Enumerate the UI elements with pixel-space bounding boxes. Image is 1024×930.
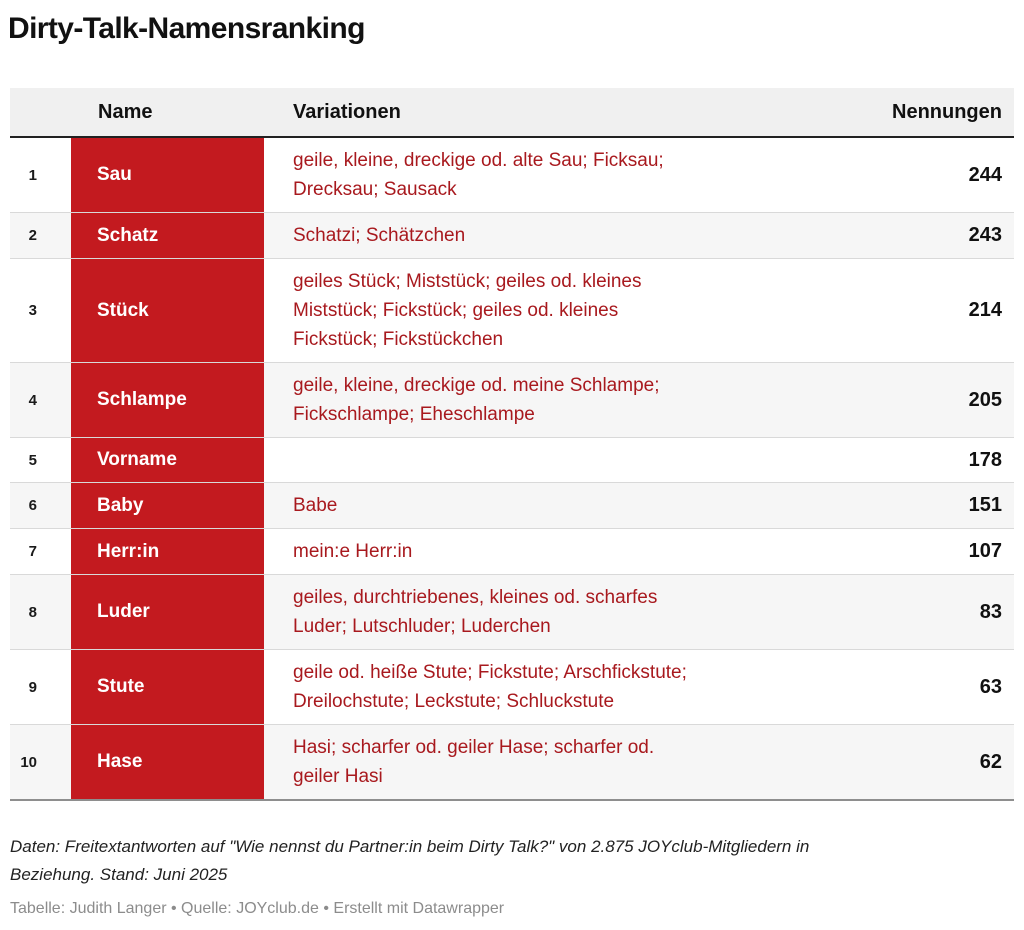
name-cell: Vorname bbox=[71, 438, 264, 482]
rank-cell: 8 bbox=[28, 603, 37, 621]
column-header-variations: Variationen bbox=[293, 100, 401, 123]
variations-cell: geiles Stück; Miststück; geiles od. klei… bbox=[293, 271, 642, 350]
table-row: 1 Sau geile, kleine, dreckige od. alte S… bbox=[10, 138, 1014, 212]
rank-cell: 2 bbox=[28, 227, 37, 244]
rank-cell: 7 bbox=[28, 543, 37, 560]
variations-cell: geile od. heiße Stute; Fickstute; Arschf… bbox=[293, 662, 687, 712]
column-header-mentions: Nennungen bbox=[892, 100, 1002, 123]
rank-cell: 3 bbox=[28, 302, 37, 319]
mentions-cell: 244 bbox=[968, 163, 1002, 186]
name-cell: Herr:in bbox=[71, 529, 264, 574]
variations-cell: Babe bbox=[293, 495, 338, 516]
mentions-cell: 62 bbox=[979, 750, 1002, 773]
variations-cell bbox=[264, 438, 864, 482]
name-cell: Stück bbox=[71, 259, 264, 362]
name-cell: Schlampe bbox=[71, 363, 264, 437]
mentions-cell: 107 bbox=[968, 540, 1002, 562]
data-source-note: Daten: Freitextantworten auf "Wie nennst… bbox=[10, 837, 810, 884]
rank-cell: 9 bbox=[28, 678, 37, 696]
table-header-row: Name Variationen Nennungen bbox=[10, 88, 1014, 138]
name-cell: Schatz bbox=[71, 213, 264, 258]
mentions-cell: 151 bbox=[968, 494, 1002, 516]
variations-cell: geiles, durchtriebenes, kleines od. scha… bbox=[293, 587, 658, 637]
rank-cell: 4 bbox=[28, 391, 37, 409]
table-row: 4 Schlampe geile, kleine, dreckige od. m… bbox=[10, 362, 1014, 437]
rank-cell: 6 bbox=[28, 497, 37, 514]
name-cell: Hase bbox=[71, 725, 264, 799]
variations-cell: Hasi; scharfer od. geiler Hase; scharfer… bbox=[293, 737, 655, 787]
table-row: 6 Baby Babe 151 bbox=[10, 482, 1014, 528]
mentions-cell: 205 bbox=[968, 388, 1002, 411]
mentions-cell: 243 bbox=[968, 224, 1002, 246]
mentions-cell: 83 bbox=[979, 600, 1002, 623]
name-cell: Sau bbox=[71, 138, 264, 212]
table-body: 1 Sau geile, kleine, dreckige od. alte S… bbox=[10, 138, 1014, 799]
ranking-table: Name Variationen Nennungen 1 Sau geile, … bbox=[10, 88, 1014, 801]
table-row: 8 Luder geiles, durchtriebenes, kleines … bbox=[10, 574, 1014, 649]
table-row: 10 Hase Hasi; scharfer od. geiler Hase; … bbox=[10, 724, 1014, 799]
name-cell: Luder bbox=[71, 575, 264, 649]
rank-cell: 10 bbox=[20, 753, 37, 771]
mentions-cell: 178 bbox=[968, 448, 1002, 471]
table-credit: Tabelle: Judith Langer • Quelle: JOYclub… bbox=[10, 900, 505, 917]
variations-cell: Schatzi; Schätzchen bbox=[293, 225, 466, 246]
column-header-name: Name bbox=[98, 100, 153, 123]
table-row: 2 Schatz Schatzi; Schätzchen 243 bbox=[10, 212, 1014, 258]
variations-cell: mein:e Herr:in bbox=[293, 541, 413, 562]
rank-cell: 1 bbox=[28, 166, 37, 184]
rank-cell: 5 bbox=[28, 451, 37, 469]
variations-cell: geile, kleine, dreckige od. alte Sau; Fi… bbox=[293, 150, 664, 200]
mentions-cell: 63 bbox=[979, 675, 1002, 698]
table-row: 7 Herr:in mein:e Herr:in 107 bbox=[10, 528, 1014, 574]
table-row: 3 Stück geiles Stück; Miststück; geiles … bbox=[10, 258, 1014, 362]
name-cell: Stute bbox=[71, 650, 264, 724]
column-header-rank bbox=[10, 88, 71, 136]
page-title: Dirty-Talk-Namensranking bbox=[8, 12, 365, 45]
name-cell: Baby bbox=[71, 483, 264, 528]
table-row: 5 Vorname 178 bbox=[10, 437, 1014, 482]
variations-cell: geile, kleine, dreckige od. meine Schlam… bbox=[293, 375, 660, 425]
table-row: 9 Stute geile od. heiße Stute; Fickstute… bbox=[10, 649, 1014, 724]
mentions-cell: 214 bbox=[968, 299, 1002, 321]
